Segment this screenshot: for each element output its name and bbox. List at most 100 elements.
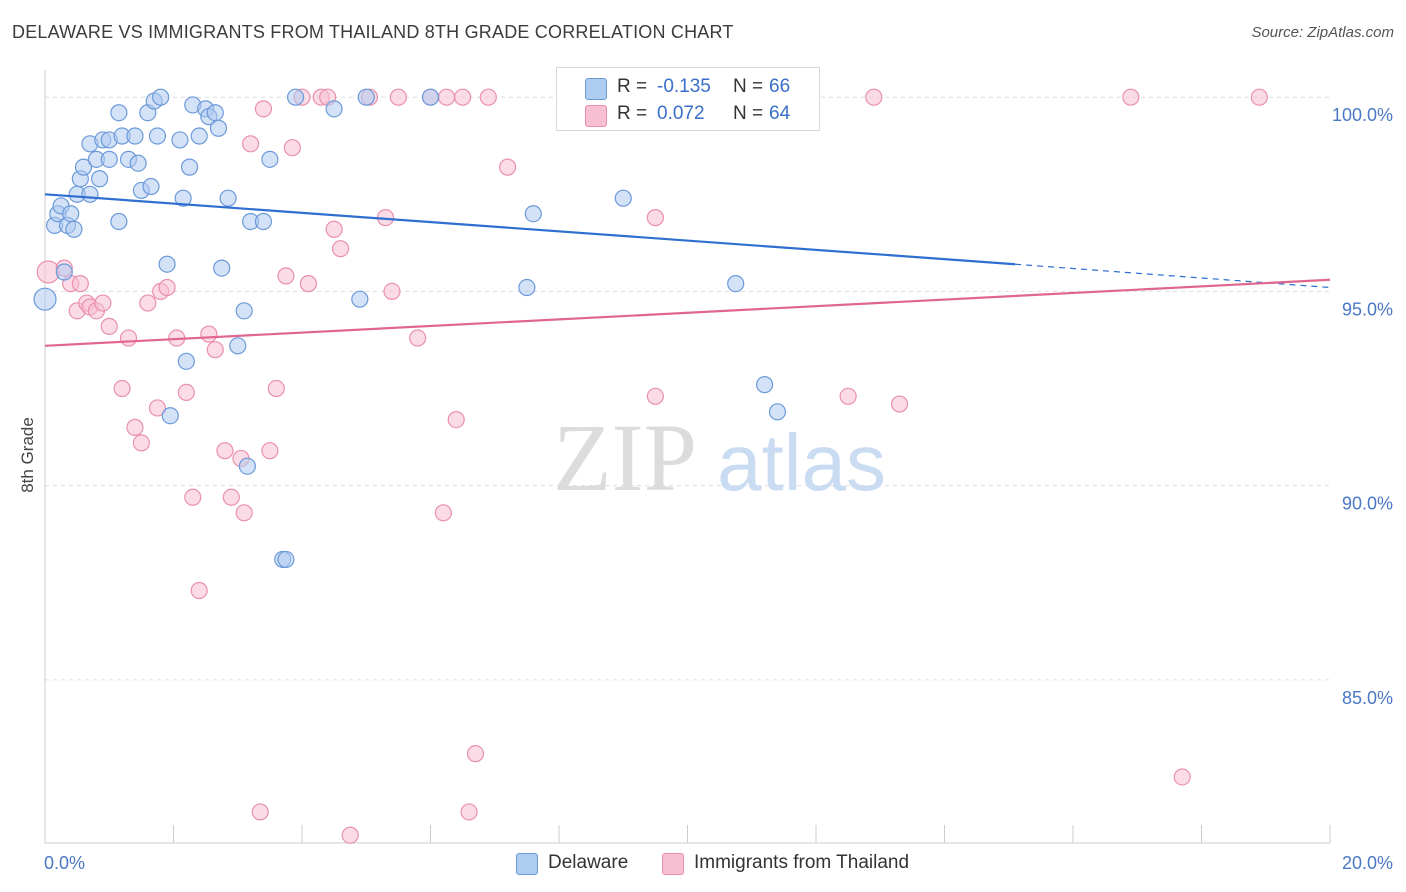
source-credit: Source: ZipAtlas.com xyxy=(1251,24,1394,41)
delaware-point xyxy=(158,255,176,273)
delaware-point xyxy=(65,220,83,238)
thailand-point xyxy=(242,135,260,153)
thailand-point xyxy=(251,803,269,821)
delaware-point xyxy=(229,337,247,355)
bottom-legend-swatch-thailand xyxy=(662,853,684,875)
thailand-point xyxy=(222,488,240,506)
delaware-point xyxy=(74,158,93,176)
thailand-point xyxy=(267,379,285,398)
bottom-legend-label-delaware: Delaware xyxy=(548,852,629,873)
delaware-point xyxy=(180,158,199,176)
delaware-point xyxy=(206,104,224,122)
thailand-point xyxy=(447,410,465,429)
x-tick-label: 0.0% xyxy=(44,853,85,873)
y-axis-label: 8th Grade xyxy=(18,417,37,493)
thailand-point xyxy=(119,329,138,347)
thailand-point xyxy=(113,379,131,398)
thailand-point xyxy=(132,434,150,452)
thailand-point xyxy=(190,581,208,600)
legend-swatch-thailand xyxy=(585,105,607,127)
legend-r-value-thailand: 0.072 xyxy=(657,103,705,124)
delaware-point xyxy=(238,457,256,475)
delaware-point xyxy=(110,212,128,231)
thailand-point xyxy=(254,100,273,118)
thailand-point xyxy=(325,220,343,238)
trend-lines xyxy=(44,193,1331,347)
thailand-point xyxy=(454,88,472,106)
delaware-point xyxy=(129,154,147,172)
delaware-point xyxy=(152,88,170,106)
delaware-point xyxy=(286,88,305,106)
delaware-point xyxy=(174,189,192,207)
thailand-point xyxy=(434,504,452,522)
delaware-point xyxy=(91,170,109,188)
thailand-point xyxy=(139,294,157,312)
thailand-point xyxy=(499,158,517,176)
y-tick-label: 95.0% xyxy=(1342,299,1393,319)
thailand-point xyxy=(389,88,407,106)
thailand-point xyxy=(283,139,301,157)
delaware-point xyxy=(148,127,167,145)
delaware-point xyxy=(209,119,228,137)
legend-n-value-thailand: 64 xyxy=(769,103,791,124)
y-tick-label: 100.0% xyxy=(1332,105,1393,125)
watermark: ZIP atlas xyxy=(553,404,886,511)
thailand-point xyxy=(865,88,883,106)
thailand-point xyxy=(890,395,909,413)
delaware-point xyxy=(768,403,787,421)
delaware-point xyxy=(100,150,118,168)
thailand-point xyxy=(1122,88,1140,106)
thailand-point xyxy=(184,488,202,506)
delaware-point xyxy=(421,88,440,106)
delaware-point xyxy=(357,88,375,106)
delaware-point xyxy=(254,212,273,231)
thailand-point xyxy=(200,325,218,343)
thailand-point xyxy=(646,209,664,227)
delaware-point xyxy=(235,302,253,320)
delaware-point xyxy=(614,189,632,207)
legend-r-label: R = xyxy=(617,103,648,124)
thailand-point xyxy=(277,267,295,285)
x-tick-label: 20.0% xyxy=(1342,853,1393,873)
thailand-point xyxy=(409,329,427,347)
legend-n-value-delaware: 66 xyxy=(769,76,791,97)
watermark-atlas: atlas xyxy=(717,418,886,507)
delaware-point xyxy=(126,127,144,145)
thailand-point xyxy=(646,387,664,405)
legend-r-value-delaware: -0.135 xyxy=(657,76,711,97)
delaware-point xyxy=(755,376,774,394)
gridlines xyxy=(45,96,1330,681)
y-tick-label: 90.0% xyxy=(1342,494,1393,514)
thailand-point xyxy=(148,399,167,417)
delaware-point xyxy=(261,150,279,168)
delaware-point xyxy=(177,352,195,370)
thailand-point xyxy=(100,317,118,335)
bottom-legend-label-thailand: Immigrants from Thailand xyxy=(694,852,910,873)
axes xyxy=(44,70,1331,844)
chart-title: DELAWARE VS IMMIGRANTS FROM THAILAND 8TH… xyxy=(12,22,734,42)
thailand-point xyxy=(299,275,318,293)
delaware-point xyxy=(171,131,189,149)
thailand-point xyxy=(1250,88,1268,106)
delaware-point xyxy=(325,100,343,118)
delaware-point xyxy=(219,189,237,207)
delaware-point xyxy=(142,177,160,196)
delaware-point xyxy=(351,290,369,308)
thailand-point xyxy=(235,504,253,522)
delaware-point xyxy=(55,263,73,281)
bottom-legend-swatch-delaware xyxy=(516,853,538,875)
stats-legend: R = -0.135 N = 66 R = 0.072 N = 64 xyxy=(556,67,820,131)
delaware-point xyxy=(62,205,80,223)
legend-n-label: N = xyxy=(733,103,764,124)
thailand-point xyxy=(331,240,350,258)
thailand-point xyxy=(158,278,176,297)
delaware-point xyxy=(524,205,542,223)
thailand-point xyxy=(94,294,112,312)
legend-r-label: R = xyxy=(617,76,648,97)
delaware-trend-extension xyxy=(1015,263,1331,289)
delaware-point xyxy=(727,275,745,293)
delaware-point xyxy=(277,550,295,569)
delaware-point xyxy=(110,104,128,122)
tick-labels: 100.0% 95.0% 90.0% 85.0% 0.0% 20.0% xyxy=(44,105,1393,873)
